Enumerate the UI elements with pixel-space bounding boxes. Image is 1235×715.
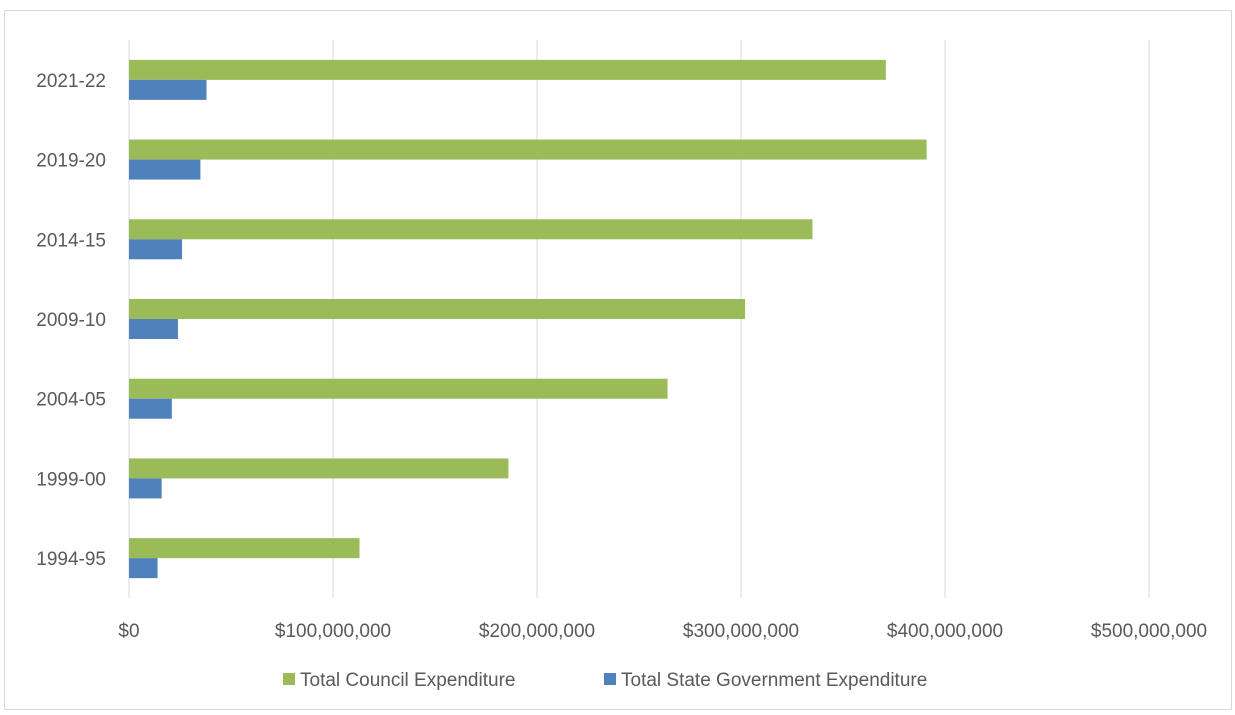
bar-state (129, 79, 207, 100)
bar-state (129, 558, 158, 579)
bar-council (129, 378, 668, 399)
y-tick-label: 2009-10 (36, 310, 106, 331)
bar-state (129, 319, 178, 339)
legend-swatch (283, 673, 295, 685)
y-tick-label: 2014-15 (36, 230, 106, 251)
legend-label: Total Council Expenditure (300, 670, 515, 691)
x-tick-label: $100,000,000 (275, 621, 391, 642)
y-tick-label: 1999-00 (36, 469, 106, 490)
y-tick-label: 1994-95 (36, 549, 106, 570)
bar-state (129, 478, 162, 499)
chart-frame (4, 10, 1232, 710)
bar-state (129, 398, 172, 419)
x-tick-label: $200,000,000 (479, 621, 595, 642)
x-tick-label: $500,000,000 (1091, 621, 1207, 642)
bar-council (129, 139, 927, 160)
legend-label: Total State Government Expenditure (621, 670, 927, 691)
x-tick-label: $0 (118, 621, 139, 642)
x-tick-label: $300,000,000 (683, 621, 799, 642)
legend-swatch (604, 673, 616, 685)
y-tick-label: 2021-22 (36, 71, 106, 92)
bar-council (129, 219, 813, 240)
x-tick-label: $400,000,000 (887, 621, 1003, 642)
y-tick-label: 2019-20 (36, 151, 106, 172)
bar-council (129, 59, 886, 80)
bar-state (129, 239, 183, 260)
bar-council (129, 299, 746, 319)
bar-council (129, 458, 509, 479)
y-tick-label: 2004-05 (36, 390, 106, 411)
bar-council (129, 538, 360, 559)
bar-state (129, 159, 201, 180)
